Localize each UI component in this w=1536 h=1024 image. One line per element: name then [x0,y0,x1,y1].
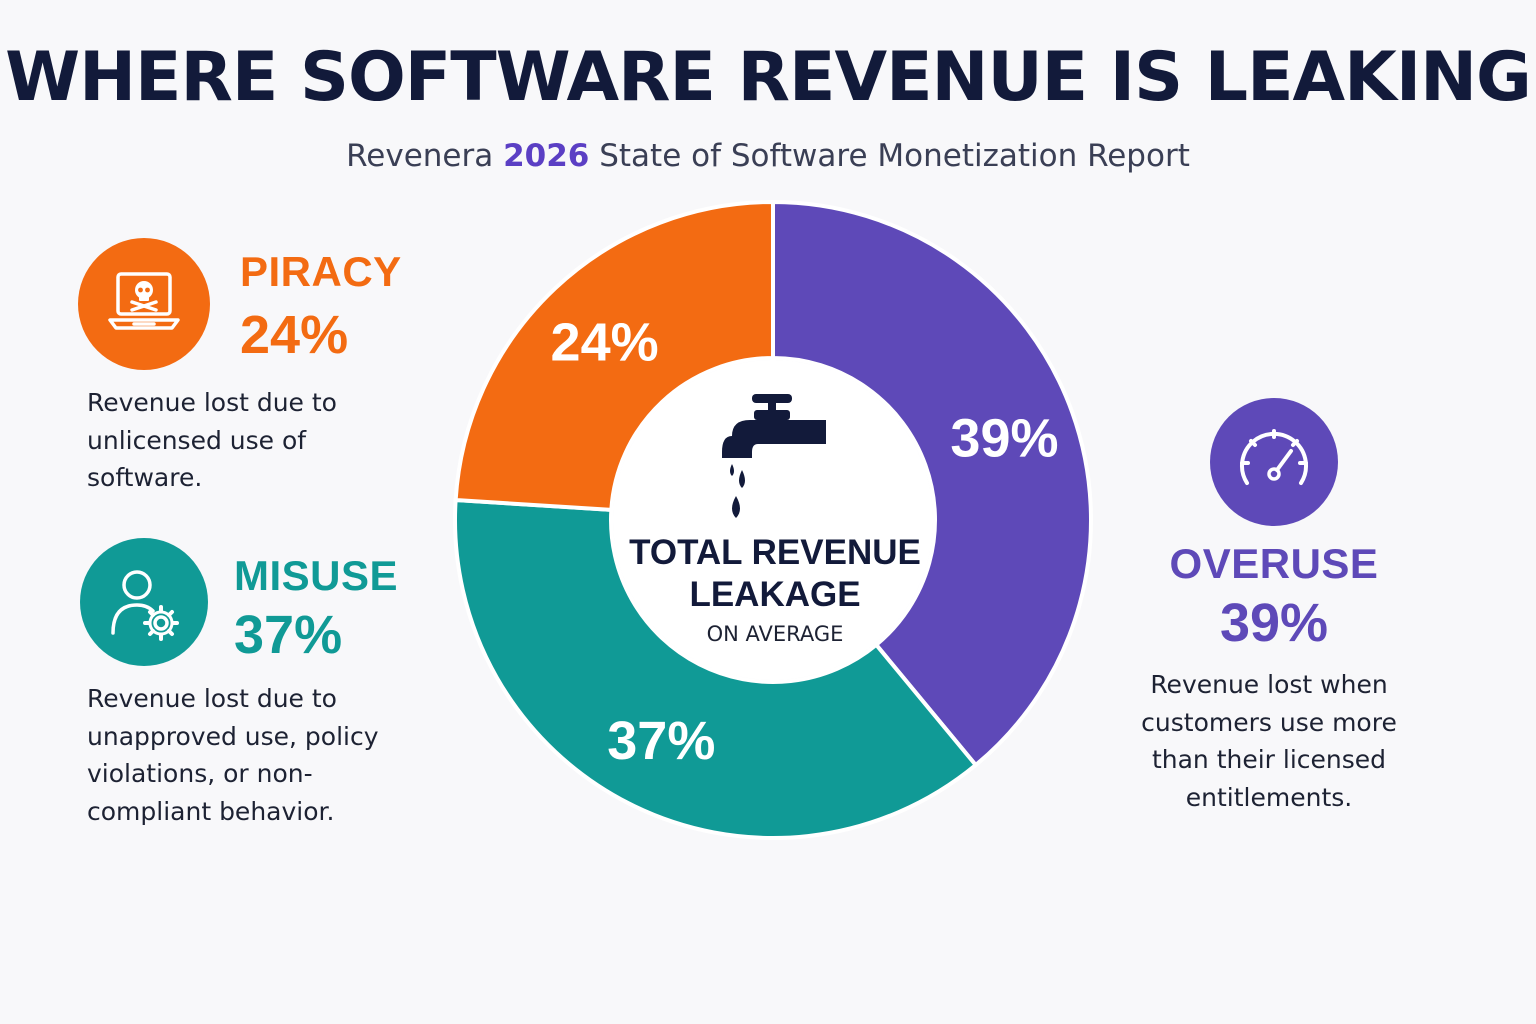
donut-slice [453,497,979,840]
center-line-1: TOTAL REVENUE [629,533,921,572]
piracy-description: Revenue lost due to unlicensed use of so… [87,384,337,497]
slice-label: 39% [950,409,1058,469]
misuse-icon-circle [80,538,208,666]
donut-slice [771,199,1093,768]
misuse-desc-line: compliant behavior. [87,796,335,826]
overuse-desc-line: customers use more [1141,707,1397,737]
piracy-desc-line: Revenue lost due to [87,388,337,417]
faucet-drip-icon [722,394,826,518]
misuse-desc-line: Revenue lost due to [87,684,337,713]
misuse-name: MISUSE [234,552,399,599]
misuse-description: Revenue lost due to unapproved use, poli… [87,680,379,830]
piracy-icon-circle [78,238,210,370]
center-label: TOTAL REVENUE LEAKAGE [620,532,930,616]
overuse-desc-line: than their licensed [1151,745,1387,774]
overuse-desc-line: entitlements. [1185,782,1353,812]
misuse-percent: 37% [234,605,343,665]
donut-slice [453,199,775,512]
overuse-description: Revenue lost when customers use more tha… [1128,666,1410,816]
piracy-name: PIRACY [240,248,402,295]
overuse-name: OVERUSE [1169,540,1379,587]
donut-hole [613,360,933,680]
overuse-icon-circle [1210,398,1338,526]
misuse-desc-line: unapproved use, policy [87,721,379,751]
piracy-percent: 24% [240,305,349,365]
center-sublabel: ON AVERAGE [706,622,844,646]
user-gear-icon [111,570,179,641]
slice-label: 24% [551,313,659,373]
overuse-percent: 39% [1219,593,1329,653]
overuse-desc-line: Revenue lost when [1150,670,1388,699]
center-line-2: LEAKAGE [689,575,861,614]
gauge-icon [1240,429,1308,485]
piracy-desc-line: unlicensed use of [87,425,307,455]
page-title: WHERE SOFTWARE REVENUE IS LEAKING [5,38,1532,117]
misuse-desc-line: violations, or non- [87,759,313,788]
laptop-skull-icon [108,272,180,330]
subtitle-year: 2026 [503,138,590,174]
piracy-desc-line: software. [87,463,203,492]
slice-label: 37% [607,711,715,771]
subtitle: Revenera 2026 State of Software Monetiza… [0,138,1536,174]
subtitle-prefix: Revenera [346,138,504,174]
subtitle-suffix: State of Software Monetization Report [589,138,1190,174]
